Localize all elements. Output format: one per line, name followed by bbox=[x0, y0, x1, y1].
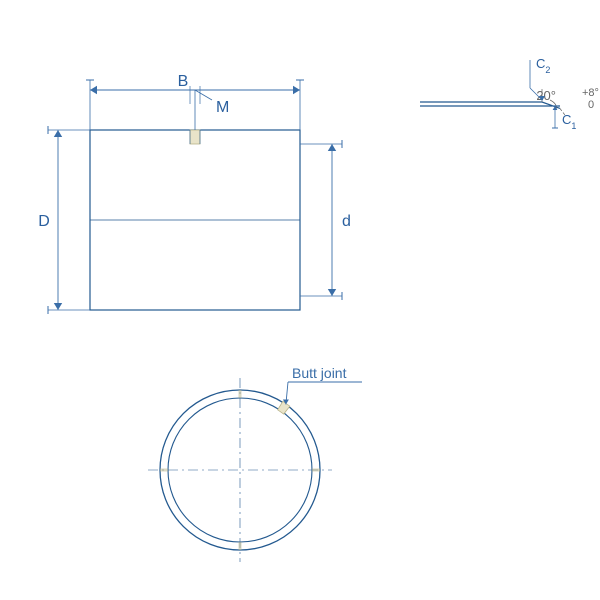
chamfer-tol-upper: +8° bbox=[582, 87, 599, 99]
ring-view: Butt joint bbox=[148, 365, 362, 562]
dim-B-label: B bbox=[178, 73, 189, 90]
dim-d-label: d bbox=[342, 213, 351, 230]
chamfer-tol-lower: 0 bbox=[588, 99, 594, 111]
dim-D-label: D bbox=[38, 213, 50, 230]
dim-C1-label: C1 bbox=[562, 112, 576, 131]
chamfer-detail: 20° +8°0 C2 C1 bbox=[420, 56, 599, 131]
side-view: B M Dd bbox=[38, 73, 351, 314]
butt-joint-slot bbox=[190, 130, 200, 144]
butt-joint-label: Butt joint bbox=[292, 365, 347, 381]
chamfer-angle: 20° bbox=[536, 88, 556, 103]
dim-M-label: M bbox=[216, 99, 229, 116]
dim-C2-label: C2 bbox=[536, 56, 550, 75]
